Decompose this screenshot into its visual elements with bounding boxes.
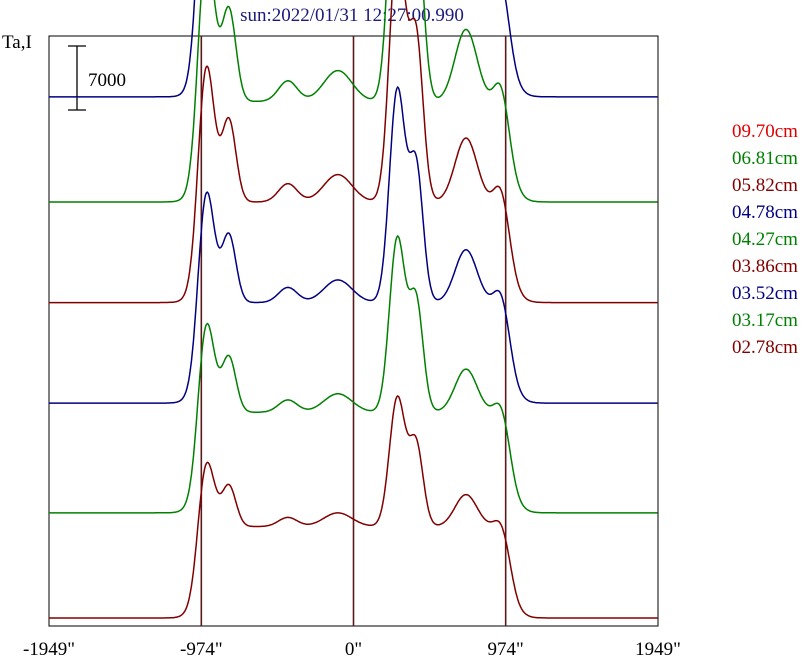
series-line-6 — [49, 85, 658, 404]
scale-bar-label: 7000 — [88, 70, 126, 91]
x-tick-label: -1949" — [23, 639, 75, 660]
vertical-reference-lines — [200, 36, 507, 626]
legend: 09.70cm 06.81cm 05.82cm 04.78cm 04.27cm 03.86… — [732, 121, 798, 358]
series-line-4 — [49, 0, 658, 203]
series-lines — [49, 0, 658, 619]
scale-bar: 7000 — [68, 45, 126, 111]
legend-entry: 04.27cm — [732, 229, 798, 250]
legend-entry: 02.78cm — [732, 337, 798, 358]
legend-entry: 09.70cm — [732, 121, 798, 142]
legend-entry: 05.82cm — [732, 175, 798, 196]
legend-entry: 03.17cm — [732, 310, 798, 331]
series-line-8 — [49, 395, 658, 619]
x-tick-label: 1949" — [635, 639, 681, 660]
legend-entry: 04.78cm — [732, 202, 798, 223]
x-tick-label: -974" — [180, 639, 223, 660]
legend-entry: 03.86cm — [732, 256, 798, 277]
series-line-5 — [49, 0, 658, 304]
x-tick-label: 974" — [488, 639, 524, 660]
y-axis-label: Ta,I — [2, 32, 32, 53]
legend-entry: 06.81cm — [732, 148, 798, 169]
x-tick-labels: -1949" -974" 0" 974" 1949" — [23, 639, 681, 660]
series-line-7 — [49, 234, 658, 514]
series-line-3 — [49, 0, 658, 98]
x-tick-label: 0" — [345, 639, 362, 660]
chart-title: sun:2022/01/31 12:27:00.990 — [240, 5, 464, 26]
legend-entry: 03.52cm — [732, 283, 798, 304]
